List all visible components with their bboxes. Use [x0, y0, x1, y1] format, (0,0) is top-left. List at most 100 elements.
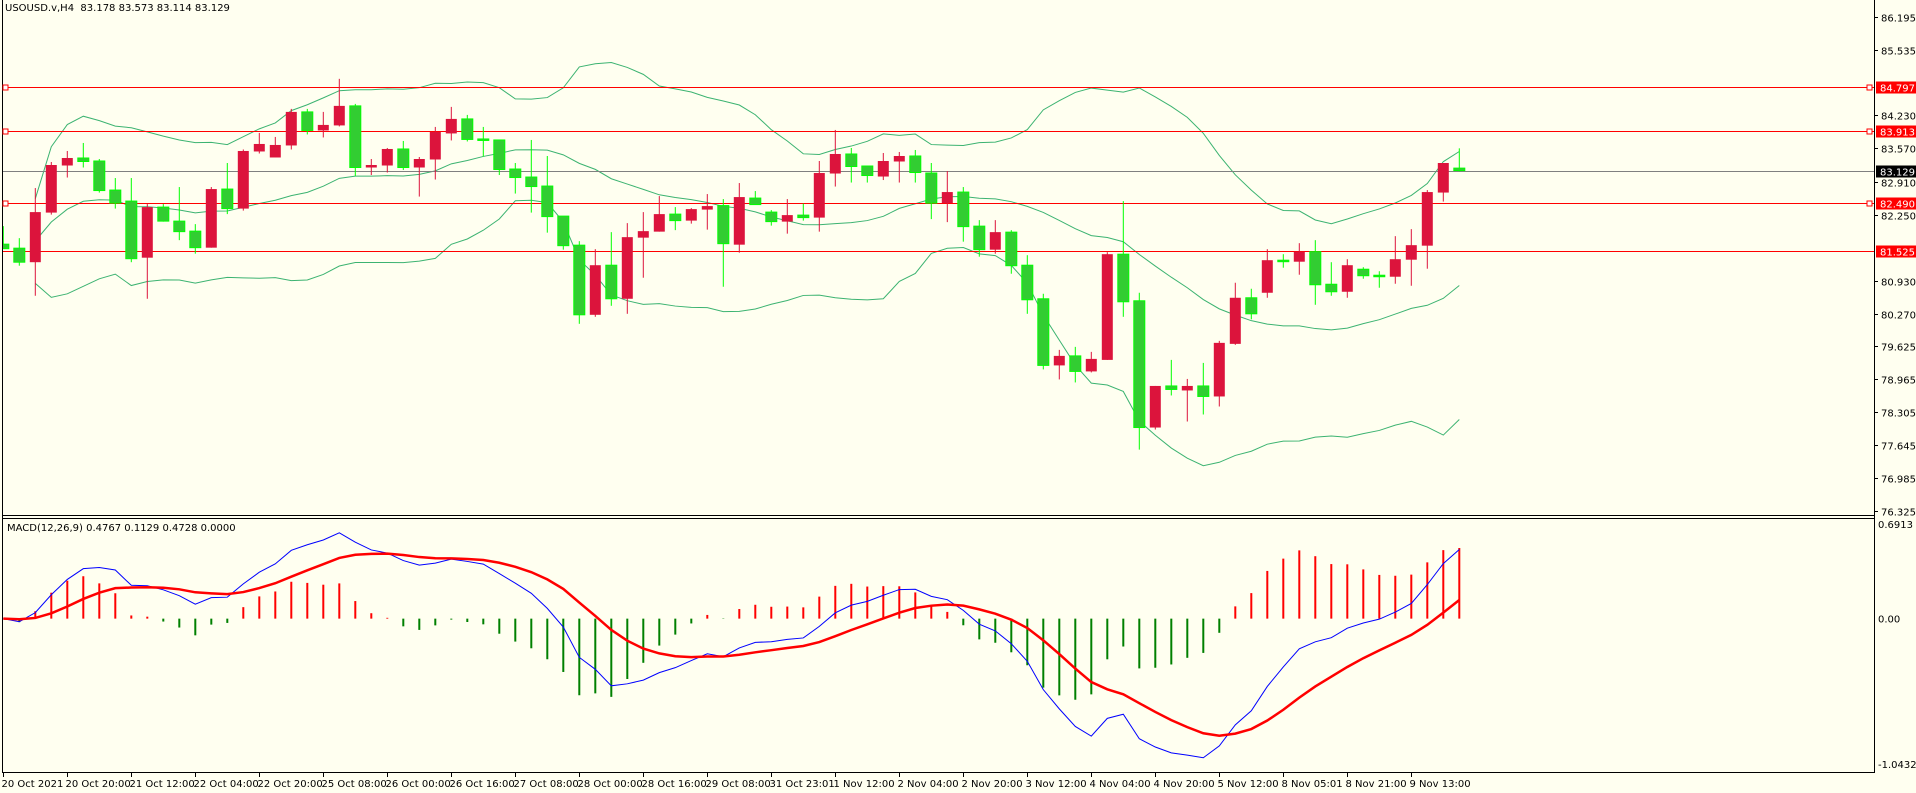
candle — [1325, 262, 1338, 296]
candle — [1261, 249, 1273, 298]
candle-body — [285, 111, 297, 146]
line-handle-left[interactable] — [2, 84, 9, 91]
candle — [253, 132, 265, 154]
candle — [1293, 243, 1305, 275]
candle-body — [317, 124, 329, 131]
candle — [413, 156, 425, 197]
candle — [1053, 349, 1065, 380]
candle — [797, 203, 810, 221]
candle — [637, 212, 649, 278]
price-tag-bg — [1876, 197, 1916, 210]
candle-body — [893, 155, 905, 162]
candle — [925, 163, 938, 220]
candle-body — [973, 225, 986, 251]
time-axis-label: 31 Oct 23:01 — [770, 779, 835, 790]
price-axis[interactable]: 86.195 85.535 84.230 83.570 82.910 82.250 80.9… — [1874, 14, 1916, 519]
price-tag-label: 83.913 — [1880, 128, 1915, 139]
time-axis-label: 22 Oct 04:00 — [194, 779, 259, 790]
level-line-83.913[interactable]: 83.913 — [2, 125, 1916, 139]
candle-body — [861, 165, 874, 177]
candle — [1453, 148, 1466, 172]
line-handle-right[interactable] — [1866, 200, 1873, 207]
candle — [1165, 359, 1178, 396]
candle — [1229, 282, 1241, 345]
candle-body — [125, 200, 138, 260]
time-axis-label: 8 Nov 05:01 — [1282, 779, 1343, 790]
time-axis-label: 8 Nov 21:00 — [1346, 779, 1407, 790]
line-handle-left[interactable] — [2, 200, 9, 207]
candle-body — [381, 148, 393, 166]
candle — [13, 238, 26, 266]
candle — [1277, 254, 1290, 268]
candle-body — [589, 265, 601, 315]
price-axis-label: 82.910 — [1881, 179, 1916, 190]
candle-body — [1101, 254, 1113, 360]
candle-body — [93, 160, 106, 192]
candle-body — [253, 143, 265, 152]
candle — [269, 136, 281, 158]
candle — [973, 220, 986, 257]
candle-body — [1149, 385, 1161, 428]
level-line-82.490[interactable]: 82.490 — [2, 197, 1916, 211]
candle-body — [1117, 253, 1130, 303]
candle — [1389, 236, 1401, 284]
candle-body — [733, 197, 745, 245]
macd-axis: 0.6913 0.00 -1.0432 — [1878, 520, 1916, 771]
candle-body — [61, 157, 73, 166]
price-tag-bg — [1876, 245, 1916, 258]
candle — [221, 163, 234, 215]
time-axis-label: 27 Oct 08:00 — [514, 779, 579, 790]
price-axis-label: 83.570 — [1881, 145, 1916, 156]
line-handle-right[interactable] — [1866, 84, 1873, 91]
symbol-label: USOUSD.v,H4 — [5, 3, 75, 14]
candle-body — [829, 153, 841, 174]
candle — [157, 204, 170, 222]
current-price-tag: 83.129 — [1880, 168, 1915, 179]
candle-body — [1437, 163, 1449, 193]
candle — [1437, 163, 1449, 202]
candle — [301, 108, 314, 135]
candle-body — [333, 105, 345, 126]
candle — [349, 103, 362, 177]
candle-body — [445, 118, 457, 134]
level-line-84.797[interactable]: 84.797 — [2, 81, 1916, 95]
macd-axis-min: -1.0432 — [1878, 760, 1916, 771]
macd-axis-max: 0.6913 — [1878, 520, 1913, 531]
candle — [733, 183, 745, 253]
candle-body — [1373, 274, 1386, 278]
candle — [701, 194, 713, 230]
macd-indicator-label: MACD(12,26,9) 0.4767 0.1129 0.4728 0.000… — [7, 523, 236, 534]
horizontal-levels[interactable]: 84.797 83.913 82.490 81.525 83.129 — [2, 81, 1916, 259]
candle-body — [1421, 192, 1433, 246]
ohlc-readout: 83.178 83.573 83.114 83.129 — [80, 3, 230, 14]
candle — [1405, 229, 1417, 286]
candle — [93, 158, 106, 193]
macd-axis-zero: 0.00 — [1878, 615, 1900, 626]
candle-body — [429, 131, 441, 160]
candle-body — [941, 192, 953, 204]
candle — [317, 111, 329, 138]
candle-body — [397, 148, 410, 169]
candle-body — [541, 185, 554, 218]
candle — [573, 241, 586, 324]
candle-body — [1197, 385, 1210, 397]
price-axis-label: 80.270 — [1881, 311, 1916, 322]
candle-body — [1453, 167, 1466, 172]
candle-body — [637, 231, 649, 238]
candle-body — [909, 155, 922, 174]
line-handle-right[interactable] — [1866, 128, 1873, 135]
time-axis-label: 22 Oct 20:00 — [258, 779, 323, 790]
candle — [109, 178, 122, 209]
line-handle-left[interactable] — [2, 128, 9, 135]
chart-title: USOUSD.v,H4 83.178 83.573 83.114 83.129 — [5, 3, 230, 14]
candle-body — [173, 220, 186, 233]
time-axis-label: 28 Oct 16:00 — [642, 779, 707, 790]
level-line-81.525[interactable]: 81.525 — [3, 245, 1916, 259]
candle — [909, 149, 922, 183]
candle — [669, 207, 682, 231]
candle-body — [957, 191, 970, 228]
candle-body — [461, 118, 474, 140]
candle — [605, 232, 618, 306]
